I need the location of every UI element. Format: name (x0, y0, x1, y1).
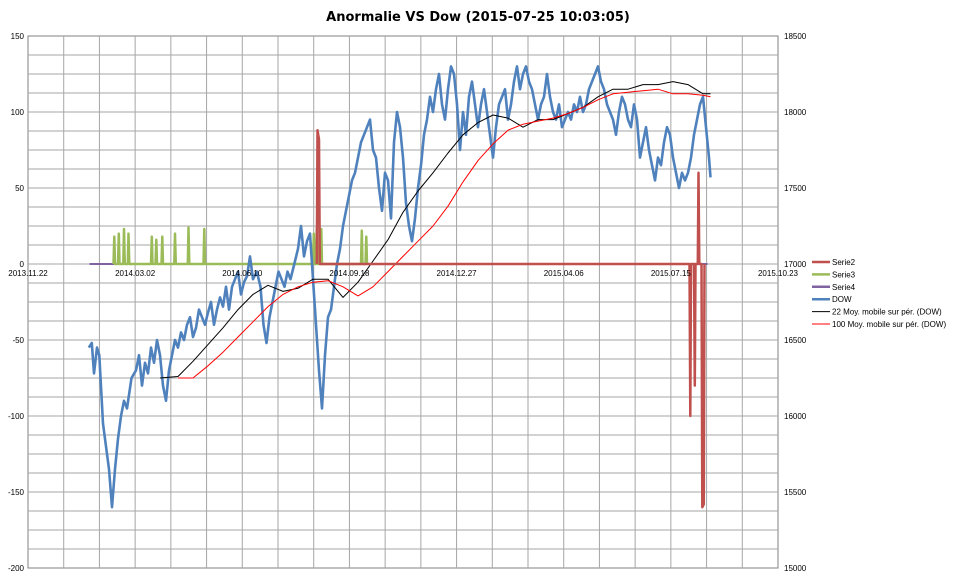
legend: Serie2 Serie3 Serie4 DOW 22 Moy. mobile sur … (812, 258, 946, 329)
y-right-tick-label: 15500 (784, 488, 807, 497)
x-tick-label: 2014.06.10 (222, 269, 263, 278)
series-ma100-line (178, 88, 711, 379)
y-left-tick-label: 100 (11, 108, 25, 117)
x-tick-label: 2014.12.27 (437, 269, 478, 278)
y-right-tick-label: 18000 (784, 108, 807, 117)
series-serie2-line (315, 128, 706, 509)
y-left-tick-label: -100 (8, 412, 25, 421)
y-left-tick-label: 0 (20, 260, 25, 269)
y-left-tick-label: -50 (12, 336, 24, 345)
legend-label: Serie4 (832, 283, 856, 292)
x-tick-label: 2014.03.02 (115, 269, 156, 278)
x-tick-label: 2014.09.18 (329, 269, 370, 278)
legend-label: Serie3 (832, 270, 856, 279)
y-right-tick-label: 15000 (784, 564, 807, 573)
grid-layer (27, 35, 779, 569)
y-right-tick-label: 18500 (784, 32, 807, 41)
x-tick-label: 2015.04.06 (544, 269, 585, 278)
legend-label: 100 Moy. mobile sur pér. (DOW) (832, 320, 946, 329)
chart-title: Anormalie VS Dow (2015-07-25 10:03:05) (326, 10, 630, 25)
axis-layer: 150 100 50 0 -50 -100 -150 -200 18500 18000 17500 1… (8, 32, 807, 573)
y-right-tick-label: 17000 (784, 260, 807, 269)
y-right-tick-label: 16500 (784, 336, 807, 345)
y-left-tick-label: 50 (15, 184, 24, 193)
y-left-tick-label: -150 (8, 488, 25, 497)
y-left-tick-label: 150 (11, 32, 25, 41)
x-tick-label: 2015.10.23 (758, 269, 799, 278)
y-right-tick-label: 17500 (784, 184, 807, 193)
legend-label: 22 Moy. mobile sur pér. (DOW) (832, 308, 942, 317)
series-dow-line (87, 65, 712, 509)
y-right-tick-label: 16000 (784, 412, 807, 421)
x-tick-label: 2015.07.15 (651, 269, 692, 278)
x-tick-label: 2013.11.22 (8, 269, 48, 278)
y-left-tick-label: -200 (8, 564, 25, 573)
legend-label: DOW (832, 295, 852, 304)
legend-label: Serie2 (832, 258, 856, 267)
series-layer (87, 65, 712, 509)
series-ma22-line (159, 81, 711, 379)
series-serie3-line (112, 226, 369, 266)
